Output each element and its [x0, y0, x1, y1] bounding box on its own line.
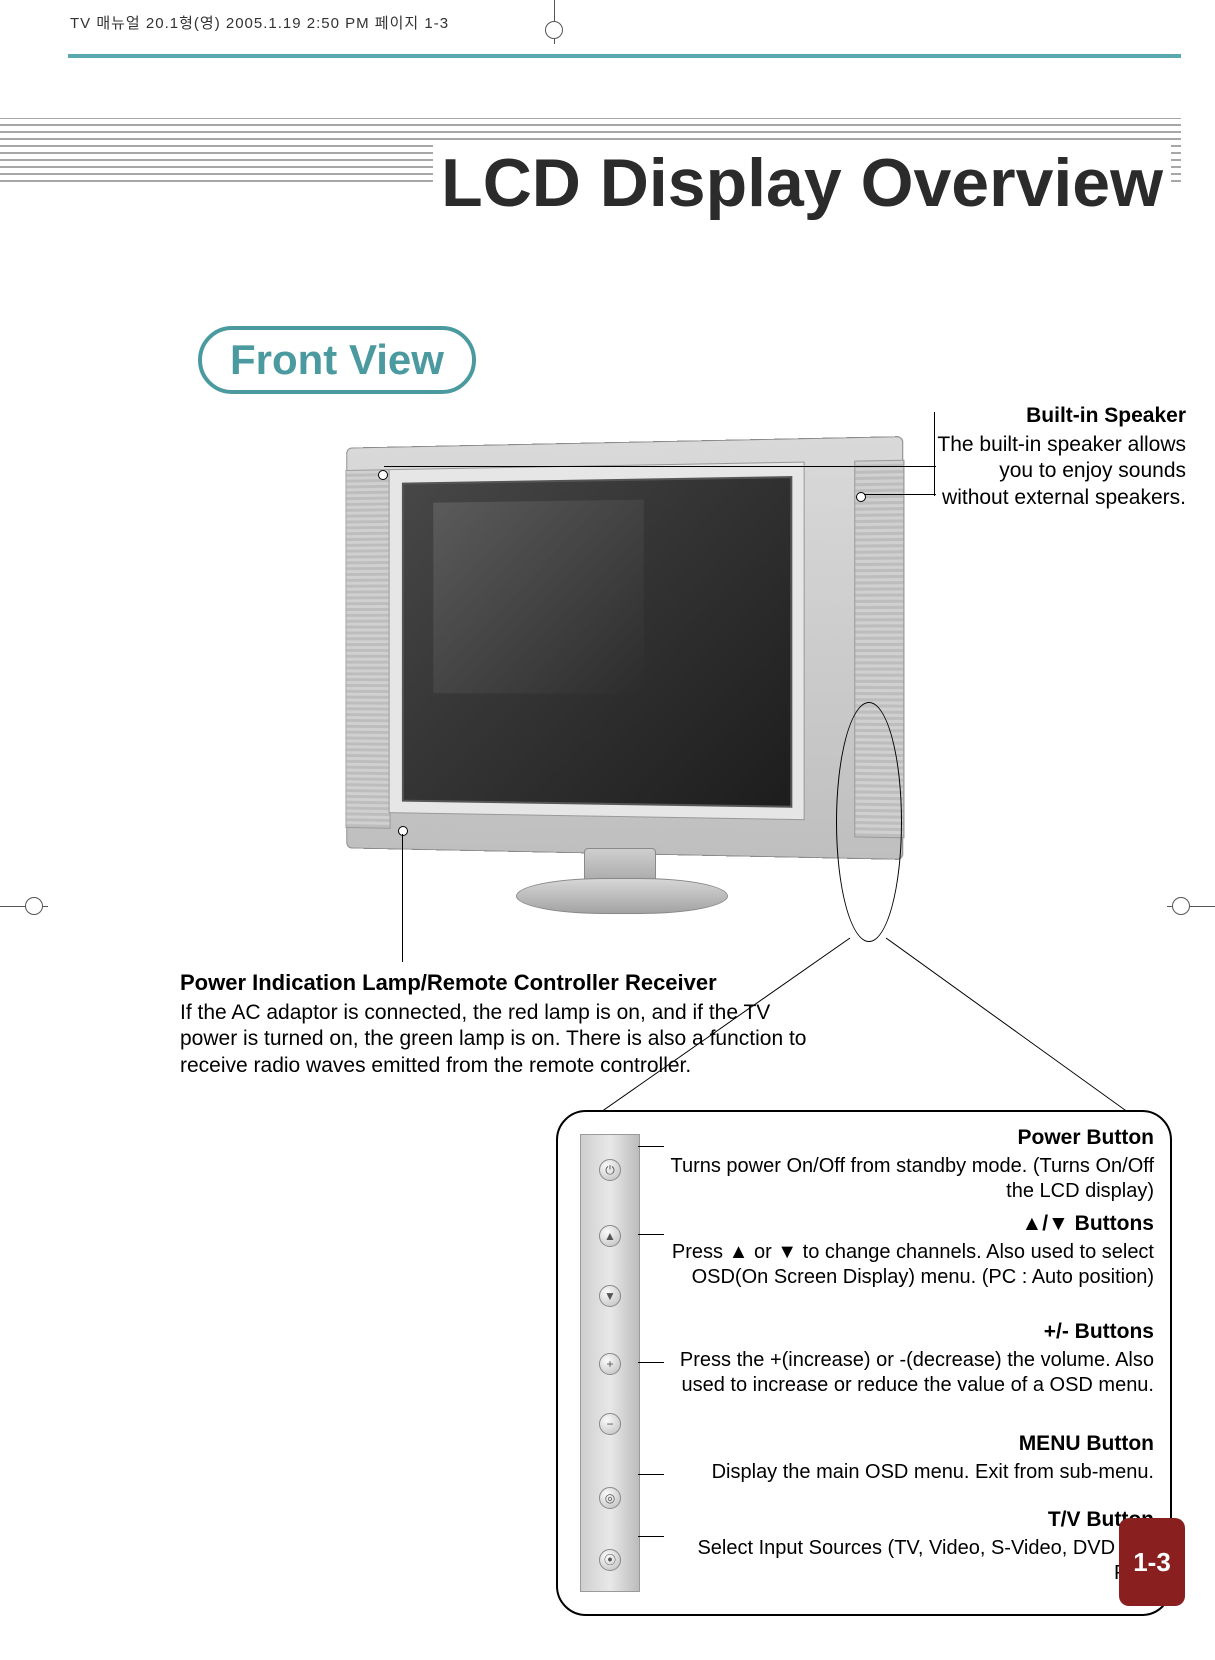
strip-menu-icon: ◎ — [599, 1487, 621, 1509]
strip-down-icon: ▼ — [599, 1285, 621, 1307]
top-rule — [68, 54, 1181, 58]
speaker-body: The built-in speaker allows you to enjoy… — [930, 432, 1186, 511]
strip-tv-icon: ⦿ — [599, 1549, 621, 1571]
panel-item-1-body: Press ▲ or ▼ to change channels. Also us… — [670, 1240, 1154, 1290]
panel-lead-0 — [638, 1146, 664, 1147]
panel-item-2-title: +/- Buttons — [670, 1320, 1154, 1344]
strip-minus-icon: − — [599, 1413, 621, 1435]
tv-body — [346, 436, 903, 860]
callout-built-in-speaker: Built-in Speaker The built-in speaker al… — [930, 404, 1186, 511]
tv-speaker-left — [345, 469, 390, 829]
detail-ellipse — [836, 702, 902, 942]
power-indication-title: Power Indication Lamp/Remote Controller … — [180, 970, 820, 996]
speaker-title: Built-in Speaker — [930, 404, 1186, 428]
strip-power-icon: ⏻ — [599, 1159, 621, 1181]
print-header-meta: TV 매뉴얼 20.1형(영) 2005.1.19 2:50 PM 페이지 1-… — [70, 12, 449, 33]
callout-power-indication: Power Indication Lamp/Remote Controller … — [180, 970, 820, 1079]
button-strip: ⏻ ▲ ▼ + − ◎ ⦿ — [580, 1134, 640, 1592]
manual-page: TV 매뉴얼 20.1형(영) 2005.1.19 2:50 PM 페이지 1-… — [0, 0, 1215, 1660]
tv-screen — [402, 476, 792, 808]
crop-mark-top — [548, 0, 560, 44]
panel-item-4-body: Select Input Sources (TV, Video, S-Video… — [670, 1536, 1154, 1586]
leader-speaker-top — [384, 466, 936, 467]
callout-dot-speaker-left — [378, 470, 388, 480]
panel-item-0-title: Power Button — [670, 1126, 1154, 1150]
panel-item-3-body: Display the main OSD menu. Exit from sub… — [670, 1460, 1154, 1485]
panel-item-power: Power Button Turns power On/Off from sta… — [670, 1126, 1154, 1204]
section-badge-front-view: Front View — [198, 326, 476, 394]
panel-item-tv: T/V Button Select Input Sources (TV, Vid… — [670, 1508, 1154, 1586]
leader-power-lamp — [402, 834, 403, 962]
panel-lead-4 — [638, 1536, 664, 1537]
panel-item-4-title: T/V Button — [670, 1508, 1154, 1532]
crop-mark-right — [1167, 900, 1215, 912]
button-detail-panel: ⏻ ▲ ▼ + − ◎ ⦿ Power Button Turns power O… — [556, 1110, 1172, 1616]
panel-item-2-body: Press the +(increase) or -(decrease) the… — [670, 1348, 1154, 1398]
callout-dot-power-lamp — [398, 826, 408, 836]
panel-item-1-title: ▲/▼ Buttons — [670, 1212, 1154, 1236]
tv-illustration — [336, 430, 896, 920]
leader-speaker-right — [864, 494, 936, 495]
power-indication-body: If the AC adaptor is connected, the red … — [180, 1000, 820, 1079]
panel-lead-1 — [638, 1234, 664, 1235]
panel-lead-3 — [638, 1474, 664, 1475]
panel-lead-2 — [638, 1362, 664, 1363]
panel-item-3-title: MENU Button — [670, 1432, 1154, 1456]
crop-mark-left — [0, 900, 48, 912]
page-title: LCD Display Overview — [433, 144, 1171, 222]
page-number-tab: 1-3 — [1119, 1518, 1185, 1606]
strip-up-icon: ▲ — [599, 1225, 621, 1247]
panel-item-menu: MENU Button Display the main OSD menu. E… — [670, 1432, 1154, 1485]
strip-plus-icon: + — [599, 1353, 621, 1375]
tv-stand-base — [516, 878, 728, 914]
panel-item-plusminus: +/- Buttons Press the +(increase) or -(d… — [670, 1320, 1154, 1398]
panel-item-updown: ▲/▼ Buttons Press ▲ or ▼ to change chann… — [670, 1212, 1154, 1290]
panel-item-0-body: Turns power On/Off from standby mode. (T… — [670, 1154, 1154, 1204]
